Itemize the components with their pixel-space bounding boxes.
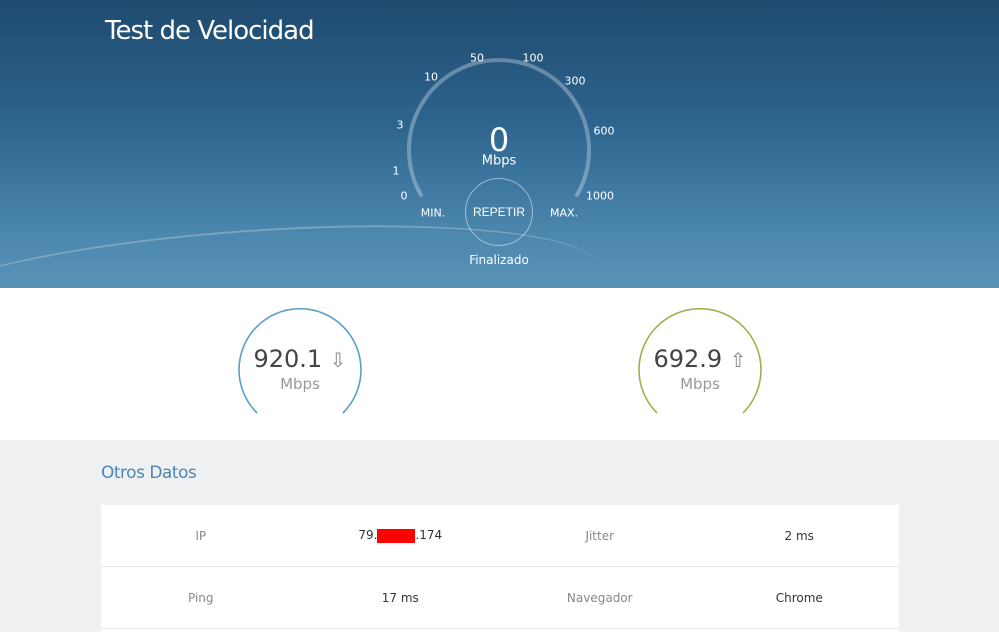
repeat-button[interactable]: REPETIR <box>465 178 533 246</box>
scale-label: 3 <box>396 118 404 132</box>
min-label: MIN. <box>420 206 446 220</box>
other-data-table: IP 79. .174 Jitter 2 ms Ping 17 ms Navega… <box>101 505 899 632</box>
jitter-value: 2 ms <box>784 528 814 543</box>
scale-label: 1000 <box>586 189 614 203</box>
speed-unit: Mbps <box>481 153 517 169</box>
page-title: Test de Velocidad <box>105 16 315 46</box>
scale-label: 100 <box>522 51 544 65</box>
scale-label: 0 <box>400 189 408 203</box>
ping-value: 17 ms <box>381 590 419 605</box>
scale-label: 10 <box>424 70 438 84</box>
table-row: IP 79. .174 Jitter 2 ms <box>101 505 899 567</box>
otros-datos-title: Otros Datos <box>101 463 197 483</box>
speedtest-header: Test de Velocidad 0 1 3 10 50 100 300 60… <box>0 0 999 288</box>
browser-value: Chrome <box>775 590 823 605</box>
upload-ring <box>638 308 762 414</box>
status-text: Finalizado <box>469 253 529 267</box>
table-row: Ping 17 ms Navegador Chrome <box>101 567 899 629</box>
upload-result: 692.9 ⇧ Mbps <box>635 295 765 425</box>
speed-gauge-arc <box>407 58 591 197</box>
download-result: 920.1 ⇩ Mbps <box>235 295 365 425</box>
scale-label: 600 <box>593 124 615 138</box>
scale-label: 300 <box>564 74 586 88</box>
results-section: 920.1 ⇩ Mbps 692.9 ⇧ Mbps <box>0 288 999 440</box>
current-speed: 0 <box>488 121 510 159</box>
arrow-up-icon: ⇧ <box>729 348 747 372</box>
ping-label: Ping <box>187 590 214 605</box>
scale-label: 50 <box>470 51 484 65</box>
max-label: MAX. <box>549 206 579 220</box>
browser-label: Navegador <box>566 590 633 605</box>
jitter-label: Jitter <box>585 528 615 543</box>
upload-value: 692.9 <box>653 345 723 373</box>
upload-unit: Mbps <box>680 375 720 393</box>
download-ring <box>238 308 362 414</box>
download-value: 920.1 <box>253 345 323 373</box>
ip-value: 79. .174 <box>358 528 443 543</box>
redaction-box <box>377 528 416 543</box>
arrow-down-icon: ⇩ <box>329 348 347 372</box>
download-unit: Mbps <box>280 375 320 393</box>
ip-label: IP <box>195 528 207 543</box>
scale-label: 1 <box>392 164 400 178</box>
